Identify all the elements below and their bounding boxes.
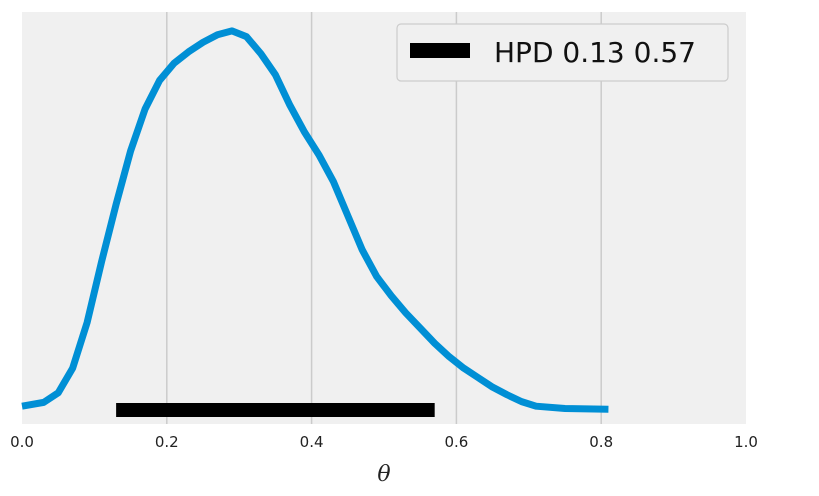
x-axis-ticks: 0.0 0.2 0.4 0.6 0.8 1.0 bbox=[10, 433, 758, 451]
x-tick-label: 0.4 bbox=[300, 433, 324, 451]
x-tick-label: 0.8 bbox=[589, 433, 613, 451]
x-tick-label: 0.0 bbox=[10, 433, 34, 451]
x-axis-label: θ bbox=[377, 462, 390, 487]
legend-box bbox=[396, 23, 729, 82]
legend-label: HPD 0.13 0.57 bbox=[494, 36, 696, 69]
series-layer bbox=[21, 27, 609, 417]
density-curve bbox=[21, 27, 609, 413]
x-tick-label: 0.6 bbox=[444, 433, 468, 451]
legend: HPD 0.13 0.57 bbox=[396, 23, 729, 82]
x-tick-label: 1.0 bbox=[734, 433, 758, 451]
x-tick-label: 0.2 bbox=[155, 433, 179, 451]
legend-swatch bbox=[410, 43, 470, 58]
